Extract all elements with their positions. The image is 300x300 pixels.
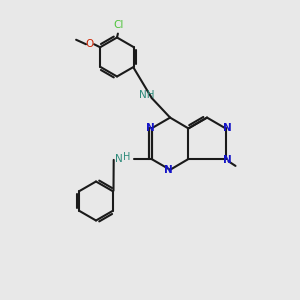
Text: N: N [223, 154, 232, 165]
Text: H: H [123, 152, 130, 163]
Text: O: O [85, 39, 94, 49]
Text: N: N [115, 154, 122, 164]
Text: NH: NH [139, 89, 154, 100]
Text: Cl: Cl [113, 20, 124, 30]
Text: N: N [223, 123, 232, 133]
Text: N: N [146, 123, 154, 133]
Text: N: N [164, 165, 173, 176]
